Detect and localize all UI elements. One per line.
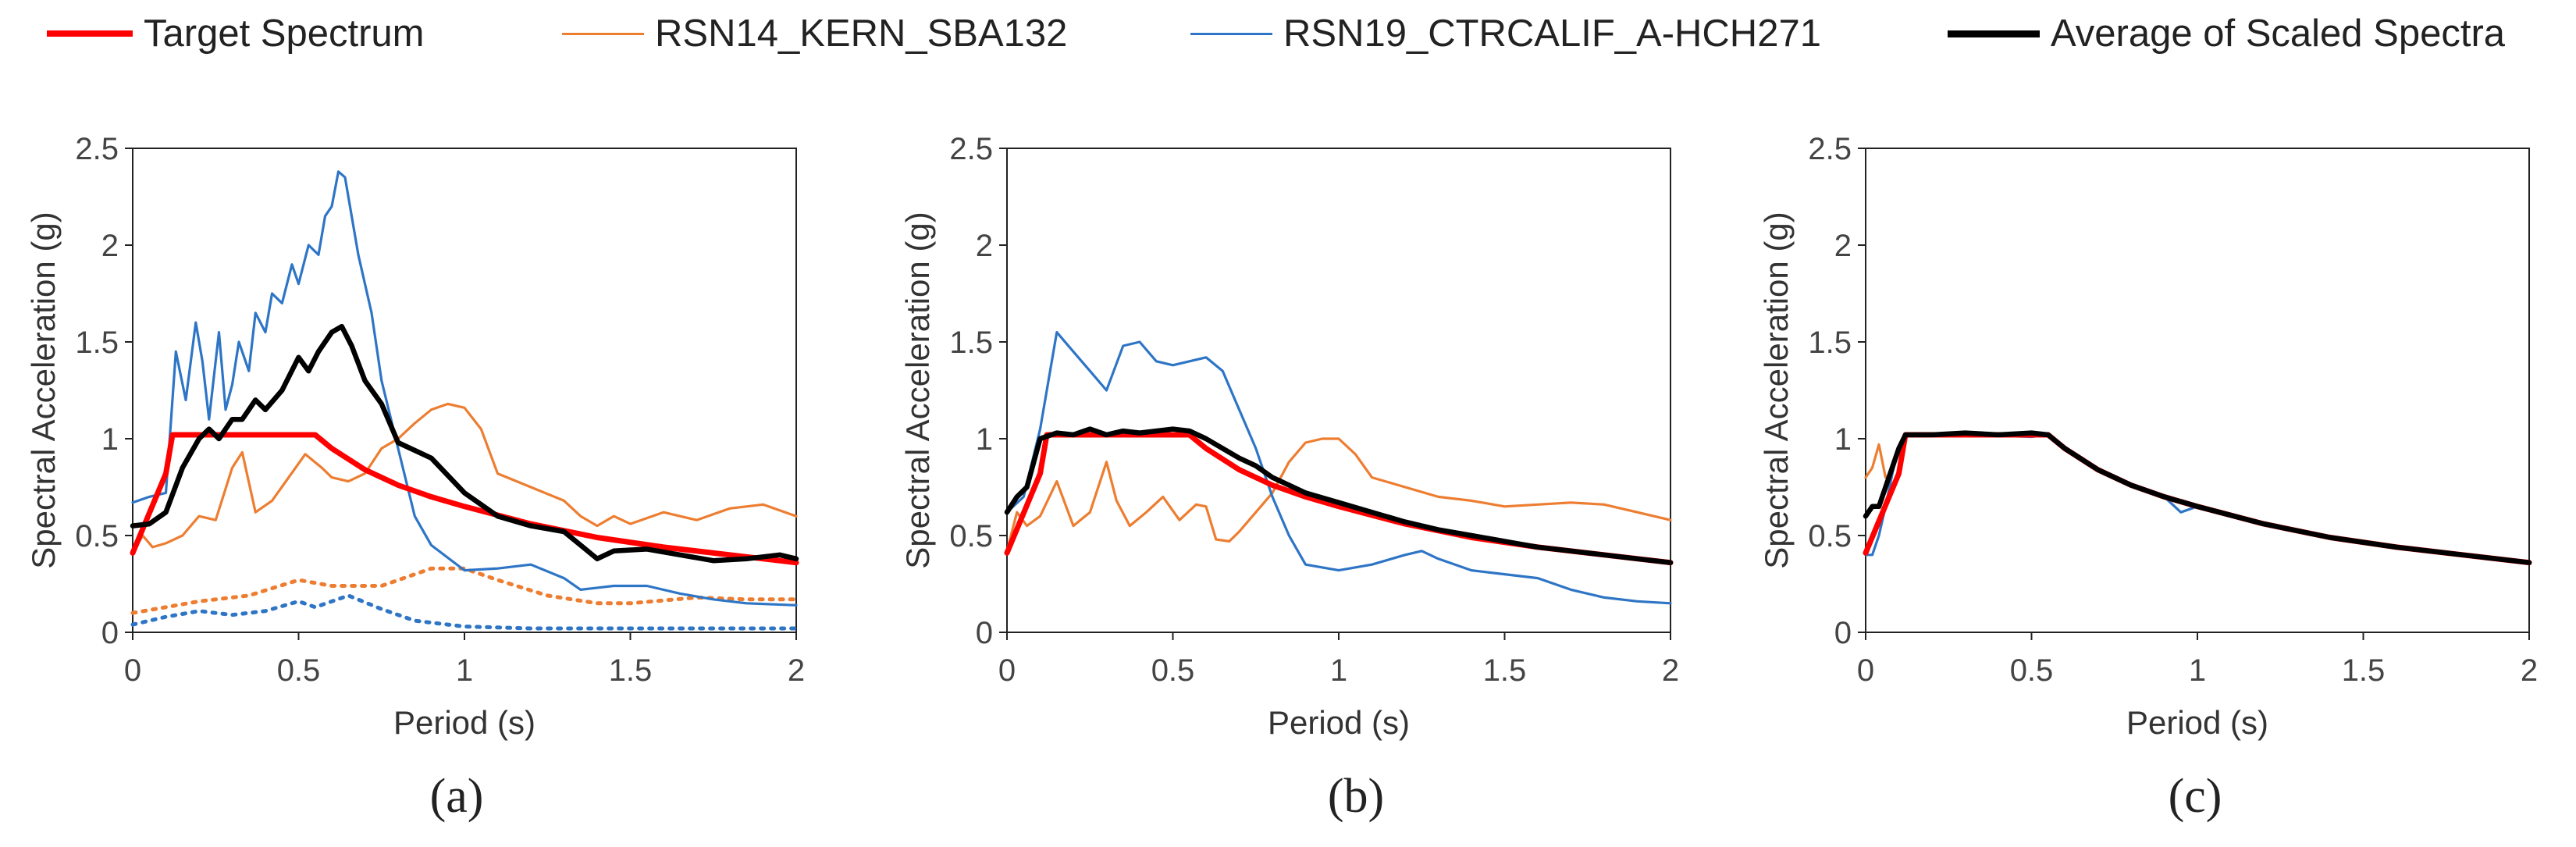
- x-tick-label: 2: [1662, 653, 1679, 688]
- y-tick-label: 2.5: [75, 132, 119, 166]
- x-tick-label: 1.5: [609, 653, 653, 688]
- y-tick-label: 2.5: [949, 132, 993, 166]
- legend-swatch-average: [1948, 30, 2040, 37]
- legend-label: RSN14_KERN_SBA132: [655, 12, 1068, 55]
- panel-label-c: (c): [2168, 770, 2222, 823]
- x-tick-label: 0: [1857, 653, 1874, 688]
- y-tick-label: 2: [976, 229, 993, 263]
- chart-panel-c: 0 0.5 1 1.5 2 2.5 0 0.5 1 1.5 2 Period (s) Spectral …: [1758, 132, 2538, 741]
- legend-swatch-target-spectrum: [47, 30, 133, 37]
- y-tick-label: 1: [976, 422, 993, 457]
- panel-label-b: (b): [1327, 770, 1385, 823]
- legend-item-target-spectrum: Target Spectrum: [47, 6, 425, 61]
- x-tick-label: 0: [124, 653, 141, 688]
- series-line-rsn19-ctrcalif-a-hch271-unscaled: [130, 593, 799, 631]
- chart-legend: Target Spectrum RSN14_KERN_SBA132 RSN19_…: [0, 0, 2576, 70]
- y-tick-label: 0.5: [949, 519, 993, 553]
- chart-panel-a: 0 0.5 1 1.5 2 2.5 0 0.5 1 1.5 2 Period (s) Spectral …: [25, 132, 805, 741]
- series-line-target-spectrum: [1004, 432, 1674, 566]
- y-axis-title: Spectral Acceleration (g): [25, 212, 62, 569]
- y-tick-label: 0.5: [75, 519, 119, 553]
- series-line-rsn19-ctrcalif-a-hch271: [1864, 433, 2531, 564]
- x-tick-label: 1: [1330, 653, 1347, 688]
- legend-label: Average of Scaled Spectra: [2051, 12, 2506, 55]
- series-line-average-of-scaled-spectra: [1863, 430, 2532, 565]
- x-tick-label: 0.5: [277, 653, 321, 688]
- x-tick-label: 1.5: [2342, 653, 2386, 688]
- series-line-average-of-scaled-spectra: [130, 323, 799, 564]
- y-tick-label: 0: [976, 616, 993, 650]
- x-axis-title: Period (s): [1268, 704, 1410, 741]
- series-line-rsn14-kern-sba132: [1005, 437, 1672, 553]
- x-tick-label: 1: [2189, 653, 2206, 688]
- x-tick-label: 1: [456, 653, 473, 688]
- series-line-average-of-scaled-spectra: [1004, 426, 1674, 565]
- x-tick-label: 0.5: [2010, 653, 2054, 688]
- y-tick-label: 0: [1834, 616, 1852, 650]
- legend-item-rsn19: RSN19_CTRCALIF_A-HCH271: [1190, 6, 1821, 61]
- y-axis-title: Spectral Acceleration (g): [1758, 212, 1795, 569]
- x-tick-label: 0: [998, 653, 1016, 688]
- y-tick-label: 1.5: [949, 326, 993, 360]
- x-tick-label: 2: [2521, 653, 2538, 688]
- y-tick-label: 2.5: [1808, 132, 1852, 166]
- x-tick-label: 2: [788, 653, 805, 688]
- legend-label: Target Spectrum: [144, 12, 425, 55]
- y-tick-label: 1: [101, 422, 119, 457]
- legend-item-average: Average of Scaled Spectra: [1948, 6, 2505, 61]
- y-tick-label: 1: [1834, 422, 1852, 457]
- x-axis-title: Period (s): [393, 704, 535, 741]
- y-tick-label: 2: [101, 229, 119, 263]
- x-tick-label: 1.5: [1483, 653, 1527, 688]
- legend-label: RSN19_CTRCALIF_A-HCH271: [1283, 12, 1821, 55]
- y-tick-label: 1.5: [1808, 326, 1852, 360]
- y-axis-title: Spectral Acceleration (g): [899, 212, 936, 569]
- y-tick-label: 2: [1834, 229, 1852, 263]
- x-axis-title: Period (s): [2126, 704, 2268, 741]
- series-line-rsn19-ctrcalif-a-hch271: [131, 170, 798, 607]
- legend-swatch-rsn19: [1190, 32, 1272, 35]
- legend-swatch-rsn14: [562, 32, 644, 35]
- y-tick-label: 0.5: [1808, 519, 1852, 553]
- plot-frame: [1865, 148, 2530, 633]
- series-line-rsn14-kern-sba132: [131, 402, 798, 554]
- series-line-rsn19-ctrcalif-a-hch271: [1005, 331, 1672, 605]
- y-tick-label: 0: [101, 616, 119, 650]
- series-line-rsn14-kern-sba132: [1864, 432, 2531, 564]
- chart-panel-b: 0 0.5 1 1.5 2 2.5 0 0.5 1 1.5 2 Period (s) Spectral …: [899, 132, 1679, 741]
- series-line-target-spectrum: [130, 432, 799, 566]
- series-line-target-spectrum: [1863, 432, 2532, 566]
- x-tick-label: 0.5: [1151, 653, 1195, 688]
- series-line-rsn14-kern-sba132-unscaled: [130, 566, 799, 615]
- y-tick-label: 1.5: [75, 326, 119, 360]
- legend-item-rsn14: RSN14_KERN_SBA132: [562, 6, 1067, 61]
- panel-label-a: (a): [429, 770, 484, 823]
